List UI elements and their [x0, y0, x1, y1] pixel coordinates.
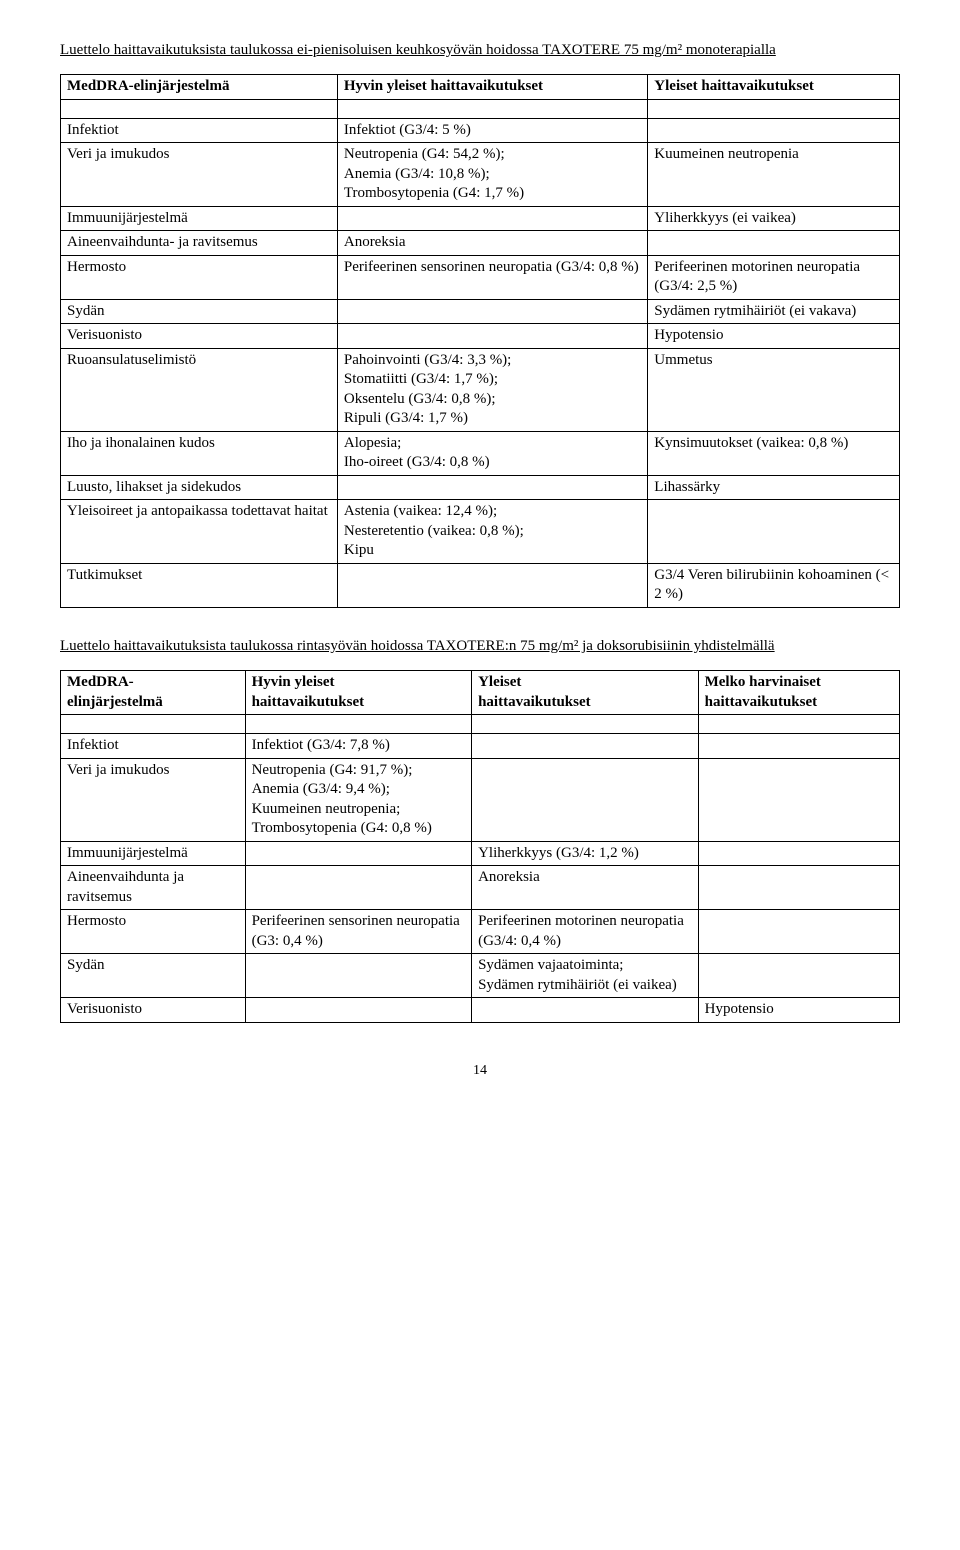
cell [337, 324, 647, 349]
table-row: Immuunijärjestelmä Yliherkkyys (ei vaike… [61, 206, 900, 231]
cell: Hermosto [61, 255, 338, 299]
table-row: Verisuonisto Hypotensio [61, 998, 900, 1023]
col-header: MedDRA-elinjärjestelmä [61, 671, 246, 715]
table-row: Yleisoireet ja antopaikassa todettavat h… [61, 500, 900, 564]
cell: Hermosto [61, 910, 246, 954]
cell [698, 954, 899, 998]
cell [245, 866, 472, 910]
cell [698, 841, 899, 866]
cell: Sydän [61, 299, 338, 324]
cell: Pahoinvointi (G3/4: 3,3 %);Stomatiitti (… [337, 348, 647, 431]
cell: Infektiot (G3/4: 7,8 %) [245, 734, 472, 759]
cell: Sydämen vajaatoiminta;Sydämen rytmihäiri… [472, 954, 699, 998]
cell: Verisuonisto [61, 998, 246, 1023]
cell: Immuunijärjestelmä [61, 206, 338, 231]
cell: Hypotensio [698, 998, 899, 1023]
cell [337, 299, 647, 324]
cell: Perifeerinen sensorinen neuropatia (G3/4… [337, 255, 647, 299]
cell: Infektiot [61, 734, 246, 759]
page-number: 14 [60, 1063, 900, 1079]
table-row: Ruoansulatuselimistö Pahoinvointi (G3/4:… [61, 348, 900, 431]
table-row: Tutkimukset G3/4 Veren bilirubiinin koho… [61, 563, 900, 607]
cell [245, 998, 472, 1023]
cell: Neutropenia (G4: 54,2 %);Anemia (G3/4: 1… [337, 143, 647, 207]
cell: Astenia (vaikea: 12,4 %);Nesteretentio (… [337, 500, 647, 564]
table-row: Iho ja ihonalainen kudos Alopesia;Iho-oi… [61, 431, 900, 475]
table-header-row: MedDRA-elinjärjestelmä Hyvin yleisethait… [61, 671, 900, 715]
cell [648, 118, 900, 143]
table-row: Infektiot Infektiot (G3/4: 5 %) [61, 118, 900, 143]
table-row: Hermosto Perifeerinen sensorinen neuropa… [61, 910, 900, 954]
cell [698, 866, 899, 910]
cell: Ummetus [648, 348, 900, 431]
cell [648, 231, 900, 256]
cell: Tutkimukset [61, 563, 338, 607]
cell: Veri ja imukudos [61, 143, 338, 207]
cell: Aineenvaihdunta- ja ravitsemus [61, 231, 338, 256]
cell: Alopesia;Iho-oireet (G3/4: 0,8 %) [337, 431, 647, 475]
cell: Verisuonisto [61, 324, 338, 349]
cell: Kuumeinen neutropenia [648, 143, 900, 207]
table-row: Hermosto Perifeerinen sensorinen neuropa… [61, 255, 900, 299]
col-header: MedDRA-elinjärjestelmä [61, 75, 338, 100]
cell [698, 758, 899, 841]
cell: Anoreksia [472, 866, 699, 910]
col-header: Hyvin yleiset haittavaikutukset [337, 75, 647, 100]
cell: Sydämen rytmihäiriöt (ei vakava) [648, 299, 900, 324]
cell: G3/4 Veren bilirubiinin kohoaminen (< 2 … [648, 563, 900, 607]
section2-title: Luettelo haittavaikutuksista taulukossa … [60, 636, 900, 656]
cell: Neutropenia (G4: 91,7 %);Anemia (G3/4: 9… [245, 758, 472, 841]
cell: Sydän [61, 954, 246, 998]
cell: Yliherkkyys (ei vaikea) [648, 206, 900, 231]
table-row: Veri ja imukudos Neutropenia (G4: 54,2 %… [61, 143, 900, 207]
cell: Iho ja ihonalainen kudos [61, 431, 338, 475]
table-row: Infektiot Infektiot (G3/4: 7,8 %) [61, 734, 900, 759]
cell: Aineenvaihdunta ja ravitsemus [61, 866, 246, 910]
cell: Yleisoireet ja antopaikassa todettavat h… [61, 500, 338, 564]
cell: Immuunijärjestelmä [61, 841, 246, 866]
table-row: Veri ja imukudos Neutropenia (G4: 91,7 %… [61, 758, 900, 841]
cell [337, 475, 647, 500]
cell [472, 758, 699, 841]
table-row: Immuunijärjestelmä Yliherkkyys (G3/4: 1,… [61, 841, 900, 866]
col-header: Melko harvinaisethaittavaikutukset [698, 671, 899, 715]
cell: Infektiot (G3/4: 5 %) [337, 118, 647, 143]
cell [245, 954, 472, 998]
cell: Kynsimuutokset (vaikea: 0,8 %) [648, 431, 900, 475]
cell: Perifeerinen motorinen neuropatia (G3/4:… [648, 255, 900, 299]
cell: Perifeerinen motorinen neuropatia (G3/4:… [472, 910, 699, 954]
cell [245, 841, 472, 866]
table-row: Aineenvaihdunta ja ravitsemus Anoreksia [61, 866, 900, 910]
table-2: MedDRA-elinjärjestelmä Hyvin yleisethait… [60, 670, 900, 1023]
cell: Hypotensio [648, 324, 900, 349]
cell: Infektiot [61, 118, 338, 143]
cell: Luusto, lihakset ja sidekudos [61, 475, 338, 500]
cell [472, 998, 699, 1023]
cell [337, 563, 647, 607]
cell: Yliherkkyys (G3/4: 1,2 %) [472, 841, 699, 866]
table-row: Verisuonisto Hypotensio [61, 324, 900, 349]
table-row: Luusto, lihakset ja sidekudos Lihassärky [61, 475, 900, 500]
cell [698, 734, 899, 759]
cell: Anoreksia [337, 231, 647, 256]
col-header: Yleiset haittavaikutukset [648, 75, 900, 100]
section1-title: Luettelo haittavaikutuksista taulukossa … [60, 40, 900, 60]
spacer-row [61, 99, 900, 118]
table-row: Sydän Sydämen rytmihäiriöt (ei vakava) [61, 299, 900, 324]
cell: Lihassärky [648, 475, 900, 500]
cell: Veri ja imukudos [61, 758, 246, 841]
spacer-row [61, 715, 900, 734]
cell [698, 910, 899, 954]
cell: Perifeerinen sensorinen neuropatia (G3: … [245, 910, 472, 954]
cell: Ruoansulatuselimistö [61, 348, 338, 431]
col-header: Hyvin yleisethaittavaikutukset [245, 671, 472, 715]
cell [472, 734, 699, 759]
cell [648, 500, 900, 564]
table-row: Sydän Sydämen vajaatoiminta;Sydämen rytm… [61, 954, 900, 998]
col-header: Yleisethaittavaikutukset [472, 671, 699, 715]
table-row: Aineenvaihdunta- ja ravitsemus Anoreksia [61, 231, 900, 256]
cell [337, 206, 647, 231]
table-1: MedDRA-elinjärjestelmä Hyvin yleiset hai… [60, 74, 900, 608]
table-header-row: MedDRA-elinjärjestelmä Hyvin yleiset hai… [61, 75, 900, 100]
